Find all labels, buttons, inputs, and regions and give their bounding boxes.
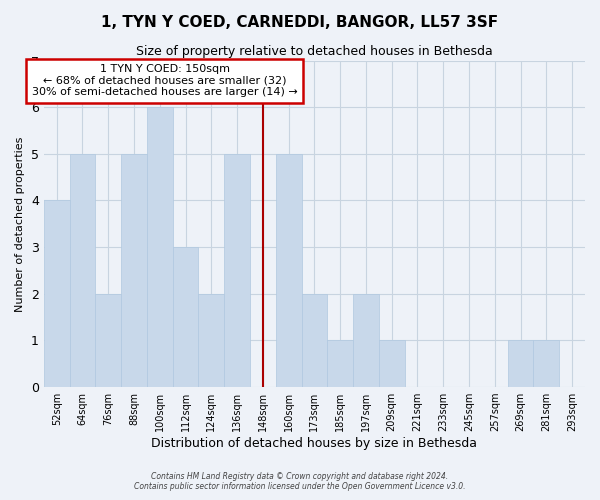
Text: 1 TYN Y COED: 150sqm
← 68% of detached houses are smaller (32)
30% of semi-detac: 1 TYN Y COED: 150sqm ← 68% of detached h… bbox=[32, 64, 298, 98]
Bar bbox=[121, 154, 147, 387]
Bar bbox=[199, 294, 224, 387]
Bar bbox=[327, 340, 353, 387]
Bar bbox=[173, 247, 199, 387]
Bar bbox=[508, 340, 533, 387]
Bar bbox=[533, 340, 559, 387]
X-axis label: Distribution of detached houses by size in Bethesda: Distribution of detached houses by size … bbox=[151, 437, 478, 450]
Bar bbox=[44, 200, 70, 387]
Text: 1, TYN Y COED, CARNEDDI, BANGOR, LL57 3SF: 1, TYN Y COED, CARNEDDI, BANGOR, LL57 3S… bbox=[101, 15, 499, 30]
Bar bbox=[276, 154, 302, 387]
Title: Size of property relative to detached houses in Bethesda: Size of property relative to detached ho… bbox=[136, 45, 493, 58]
Bar bbox=[302, 294, 327, 387]
Bar bbox=[147, 107, 173, 387]
Y-axis label: Number of detached properties: Number of detached properties bbox=[16, 136, 25, 312]
Bar bbox=[70, 154, 95, 387]
Bar bbox=[95, 294, 121, 387]
Text: Contains HM Land Registry data © Crown copyright and database right 2024.
Contai: Contains HM Land Registry data © Crown c… bbox=[134, 472, 466, 491]
Bar bbox=[224, 154, 250, 387]
Bar bbox=[353, 294, 379, 387]
Bar bbox=[379, 340, 404, 387]
